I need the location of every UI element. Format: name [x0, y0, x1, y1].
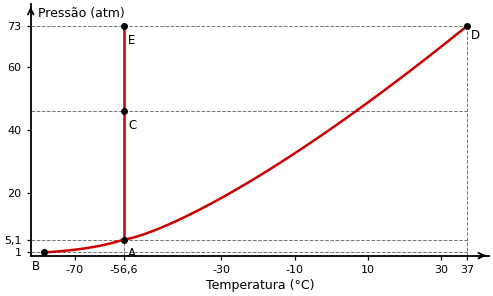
- Text: E: E: [128, 34, 136, 47]
- Text: A: A: [128, 247, 136, 260]
- Text: C: C: [128, 119, 137, 132]
- Text: Pressão (atm): Pressão (atm): [38, 7, 125, 20]
- X-axis label: Temperatura (°C): Temperatura (°C): [206, 279, 314, 292]
- Text: D: D: [470, 29, 480, 42]
- Text: B: B: [32, 260, 40, 273]
